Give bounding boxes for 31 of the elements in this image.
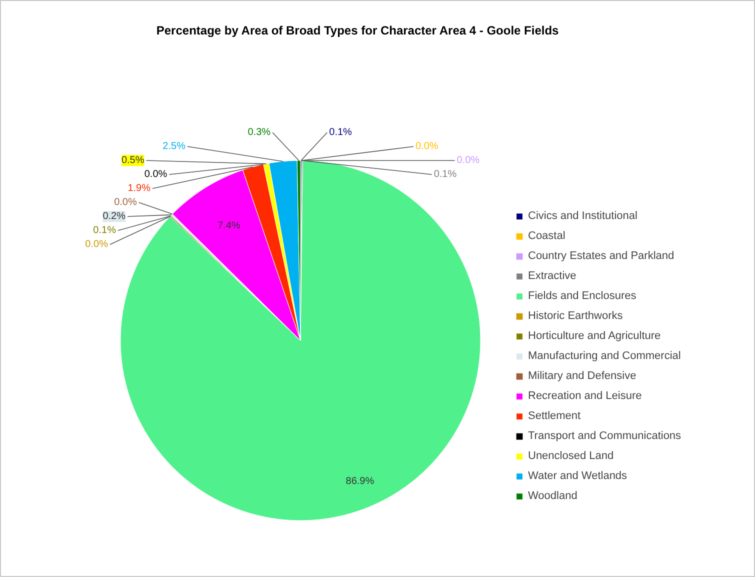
legend-label: Horticulture and Agriculture <box>528 330 661 342</box>
data-label: 86.9% <box>346 476 374 487</box>
data-label: 1.9% <box>128 183 151 194</box>
data-label: 0.2% <box>102 211 126 222</box>
legend-label: Historic Earthworks <box>528 310 623 322</box>
data-label: 2.5% <box>162 141 186 152</box>
text: 0.0% <box>416 141 438 152</box>
legend-label: Extractive <box>528 270 576 282</box>
data-label: 7.4% <box>217 220 240 232</box>
legend-label: Water and Wetlands <box>528 470 628 482</box>
legend-label: Civics and Institutional <box>528 210 638 222</box>
data-label: 0.5% <box>121 155 144 166</box>
data-label: 0.1% <box>329 127 352 138</box>
data-label: 0.1% <box>434 169 457 180</box>
data-label: 0.3% <box>248 127 271 138</box>
legend-label: Recreation and Leisure <box>528 390 642 402</box>
legend-label: Unenclosed Land <box>528 450 614 462</box>
text: 0.0% <box>85 239 108 250</box>
legend-label: Woodland <box>528 490 578 502</box>
legend-label: Settlement <box>528 410 581 422</box>
legend-label: Transport and Communications <box>528 430 682 442</box>
legend-label: Country Estates and Parkland <box>528 250 674 262</box>
text: 0.0% <box>456 155 480 166</box>
data-label: 0.1% <box>93 225 116 236</box>
legend-label: Military and Defensive <box>528 370 636 382</box>
text: 0.0% <box>144 169 168 180</box>
legend-label: Manufacturing and Commercial <box>528 350 681 362</box>
legend-label: Fields and Enclosures <box>528 290 636 302</box>
text: 0.0% <box>114 197 137 208</box>
chart-title: Percentage by Area of Broad Types for Character Area 4 - Goole Fields <box>156 24 560 38</box>
legend-label: Coastal <box>528 230 566 242</box>
